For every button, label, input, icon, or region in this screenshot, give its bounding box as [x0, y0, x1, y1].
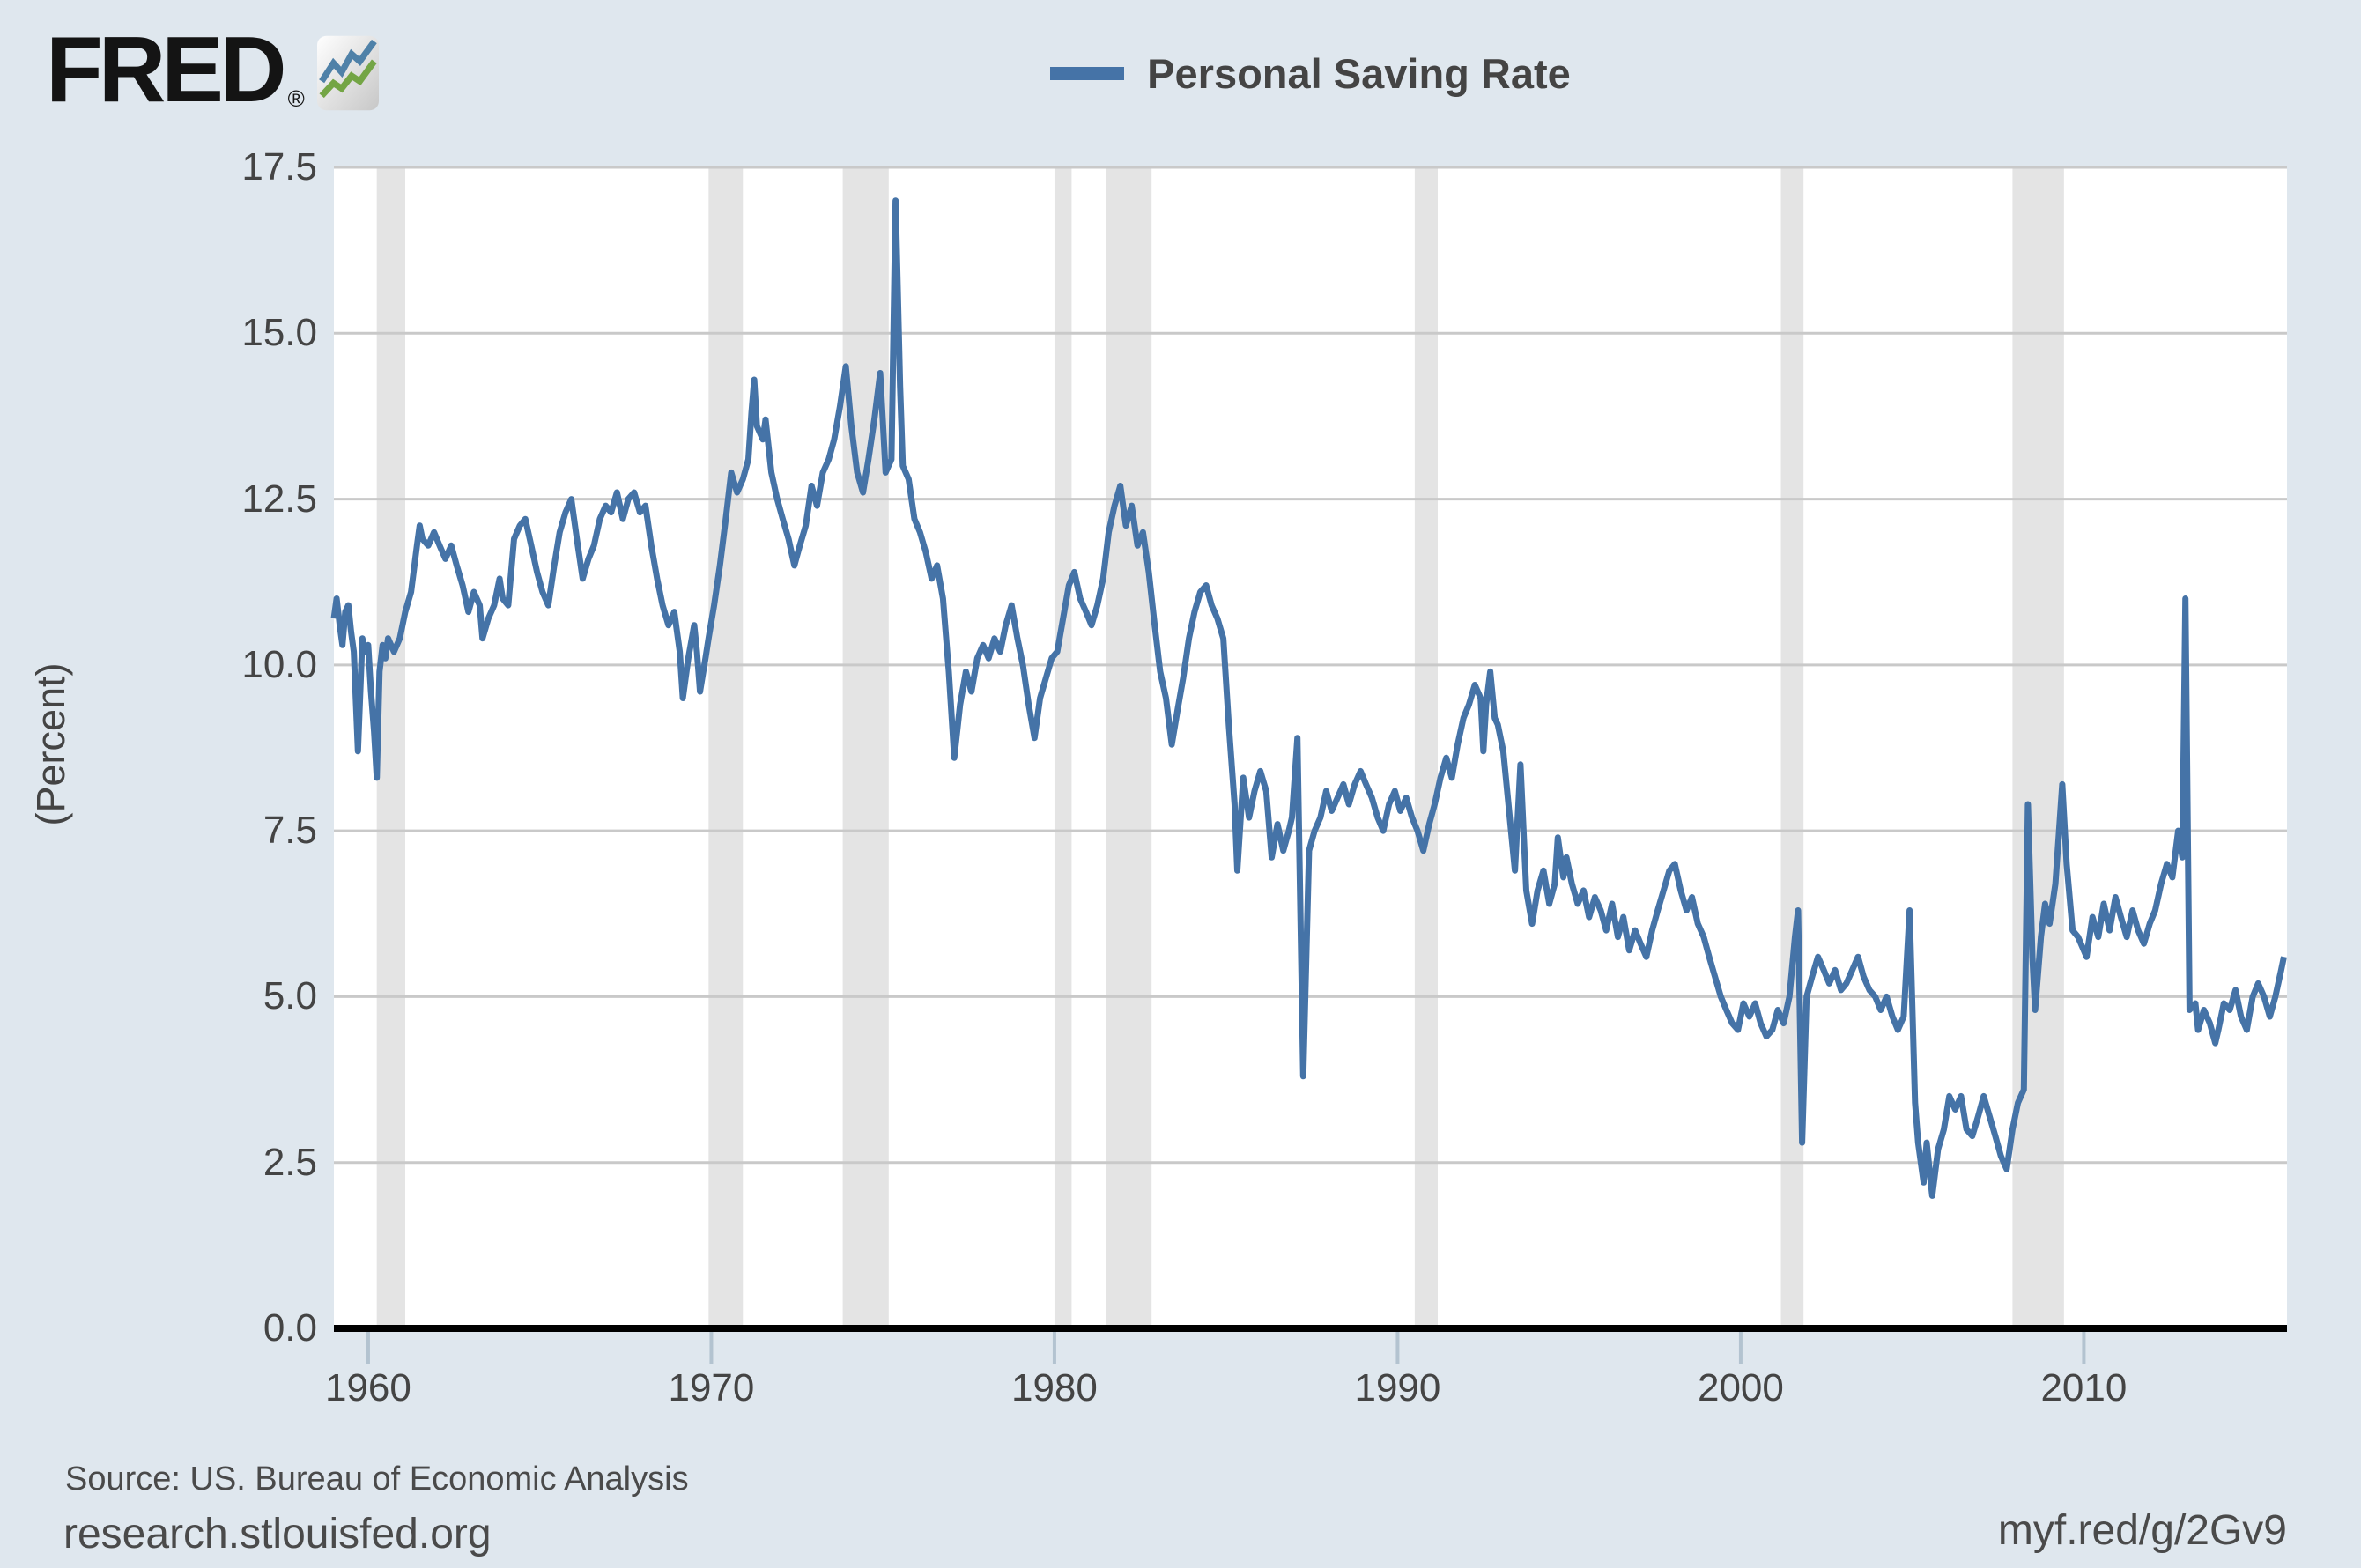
y-tick-label: 2.5: [263, 1140, 317, 1184]
recession-band: [1780, 167, 1804, 1328]
y-tick-label: 17.5: [241, 145, 317, 189]
source-note: Source: US. Bureau of Economic Analysis: [65, 1461, 689, 1498]
legend-series-label: Personal Saving Rate: [1147, 49, 1571, 97]
x-tick-label: 2010: [2040, 1366, 2128, 1409]
short-url: myf.red/g/2Gv9: [1997, 1507, 2287, 1554]
legend: Personal Saving Rate: [334, 42, 2287, 104]
recession-band: [708, 167, 744, 1328]
y-tick-label: 5.0: [263, 974, 317, 1018]
y-tick-label: 12.5: [241, 477, 317, 521]
recession-band: [1106, 167, 1152, 1328]
y-tick-label: 15.0: [241, 311, 317, 355]
y-tick-label: 7.5: [263, 809, 317, 853]
recession-band: [842, 167, 889, 1328]
fred-logo-chart-icon: [316, 35, 379, 111]
x-tick-label: 1990: [1354, 1366, 1441, 1409]
x-tick-label: 1960: [324, 1366, 411, 1409]
plot-background: [334, 167, 2287, 1328]
y-tick-label: 0.0: [263, 1306, 317, 1350]
x-tick-label: 1970: [668, 1366, 755, 1409]
series-line: [330, 197, 2287, 1199]
site-url: research.stlouisfed.org: [63, 1511, 492, 1557]
x-tick-label: 2000: [1697, 1366, 1784, 1409]
recession-band: [1414, 167, 1439, 1328]
fred-logo: FRED ®: [46, 23, 379, 116]
x-tick-label: 1980: [1010, 1366, 1098, 1409]
fred-logo-text: FRED: [46, 18, 287, 122]
recession-band: [2012, 167, 2064, 1328]
recession-band: [1054, 167, 1072, 1328]
registered-trademark-symbol: ®: [287, 85, 305, 112]
recession-band: [376, 167, 406, 1328]
legend-line-swatch: [1050, 66, 1125, 80]
y-tick-label: 10.0: [241, 642, 317, 686]
